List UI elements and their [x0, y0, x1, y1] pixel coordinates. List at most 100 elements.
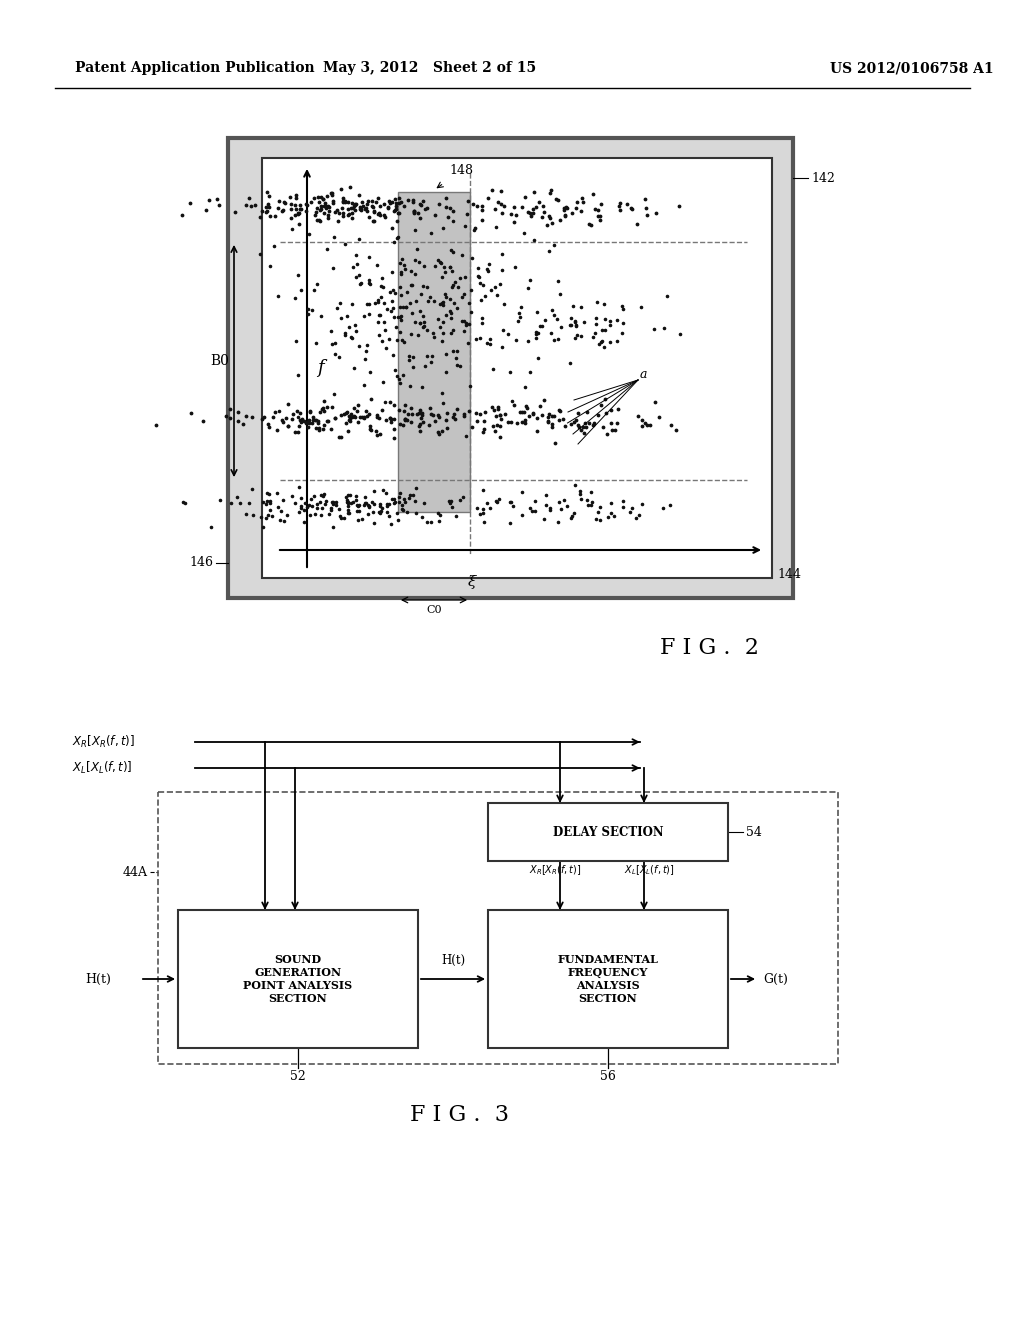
Point — [416, 492, 432, 513]
Point — [221, 399, 238, 420]
Point — [546, 405, 562, 426]
Point — [450, 276, 466, 297]
Point — [288, 183, 304, 205]
Point — [358, 201, 375, 222]
Point — [221, 408, 238, 429]
Point — [173, 205, 189, 226]
Point — [340, 198, 356, 219]
Point — [282, 186, 298, 207]
Text: ξ: ξ — [468, 576, 476, 589]
Point — [391, 321, 408, 342]
Point — [549, 329, 565, 350]
Text: 142: 142 — [811, 172, 835, 185]
Point — [371, 502, 387, 523]
Point — [402, 260, 419, 281]
Point — [557, 414, 573, 436]
Point — [597, 388, 613, 409]
Point — [518, 395, 535, 416]
Point — [390, 193, 407, 214]
Point — [399, 190, 416, 211]
Point — [324, 334, 340, 355]
Point — [321, 201, 337, 222]
Point — [392, 372, 409, 393]
Point — [441, 256, 458, 277]
Point — [456, 404, 472, 425]
Point — [229, 401, 246, 422]
Point — [427, 411, 443, 432]
Point — [343, 404, 359, 425]
Point — [311, 191, 328, 213]
Point — [396, 491, 413, 512]
Point — [379, 494, 395, 515]
Point — [424, 346, 440, 367]
Point — [347, 195, 364, 216]
Point — [406, 347, 422, 368]
Point — [441, 491, 458, 512]
Point — [386, 306, 402, 327]
Point — [376, 205, 392, 226]
Point — [348, 490, 365, 511]
Point — [526, 500, 543, 521]
Point — [292, 194, 308, 215]
Point — [525, 403, 542, 424]
Point — [252, 243, 268, 264]
Point — [397, 409, 414, 430]
Point — [404, 356, 421, 378]
Point — [573, 326, 590, 347]
Point — [577, 412, 593, 433]
Point — [371, 325, 387, 346]
Point — [306, 486, 323, 507]
Point — [547, 432, 563, 453]
Point — [352, 197, 369, 218]
Point — [468, 195, 484, 216]
Point — [564, 506, 581, 527]
Point — [383, 412, 399, 433]
Point — [463, 280, 479, 301]
Point — [423, 404, 439, 425]
Point — [445, 293, 462, 314]
Point — [379, 502, 395, 523]
Point — [420, 290, 436, 312]
Point — [319, 195, 336, 216]
Point — [358, 400, 375, 421]
Point — [323, 182, 339, 203]
Text: H(t): H(t) — [441, 954, 465, 968]
Point — [389, 503, 406, 524]
Point — [434, 383, 451, 404]
Point — [402, 275, 419, 296]
Point — [485, 358, 502, 379]
Point — [333, 180, 349, 201]
Point — [539, 215, 555, 236]
Point — [292, 198, 308, 219]
Point — [385, 297, 401, 318]
Point — [290, 203, 306, 224]
Point — [390, 203, 407, 224]
Point — [354, 195, 371, 216]
Point — [387, 282, 403, 304]
Point — [437, 261, 454, 282]
Point — [290, 407, 306, 428]
Point — [525, 198, 542, 219]
Point — [435, 322, 452, 343]
Point — [396, 195, 413, 216]
Point — [307, 202, 324, 223]
Point — [364, 492, 380, 513]
Point — [514, 412, 530, 433]
Point — [514, 197, 530, 218]
Point — [384, 261, 400, 282]
Point — [377, 206, 393, 227]
Point — [441, 197, 458, 218]
Point — [464, 247, 480, 268]
Point — [361, 362, 378, 383]
Point — [416, 315, 432, 337]
Point — [338, 487, 354, 508]
Point — [567, 411, 584, 432]
Point — [414, 404, 430, 425]
Text: H(t): H(t) — [85, 973, 111, 986]
Point — [530, 191, 547, 213]
Point — [393, 248, 410, 269]
Point — [439, 403, 456, 424]
Point — [369, 407, 385, 428]
Point — [535, 207, 551, 228]
Point — [358, 197, 375, 218]
